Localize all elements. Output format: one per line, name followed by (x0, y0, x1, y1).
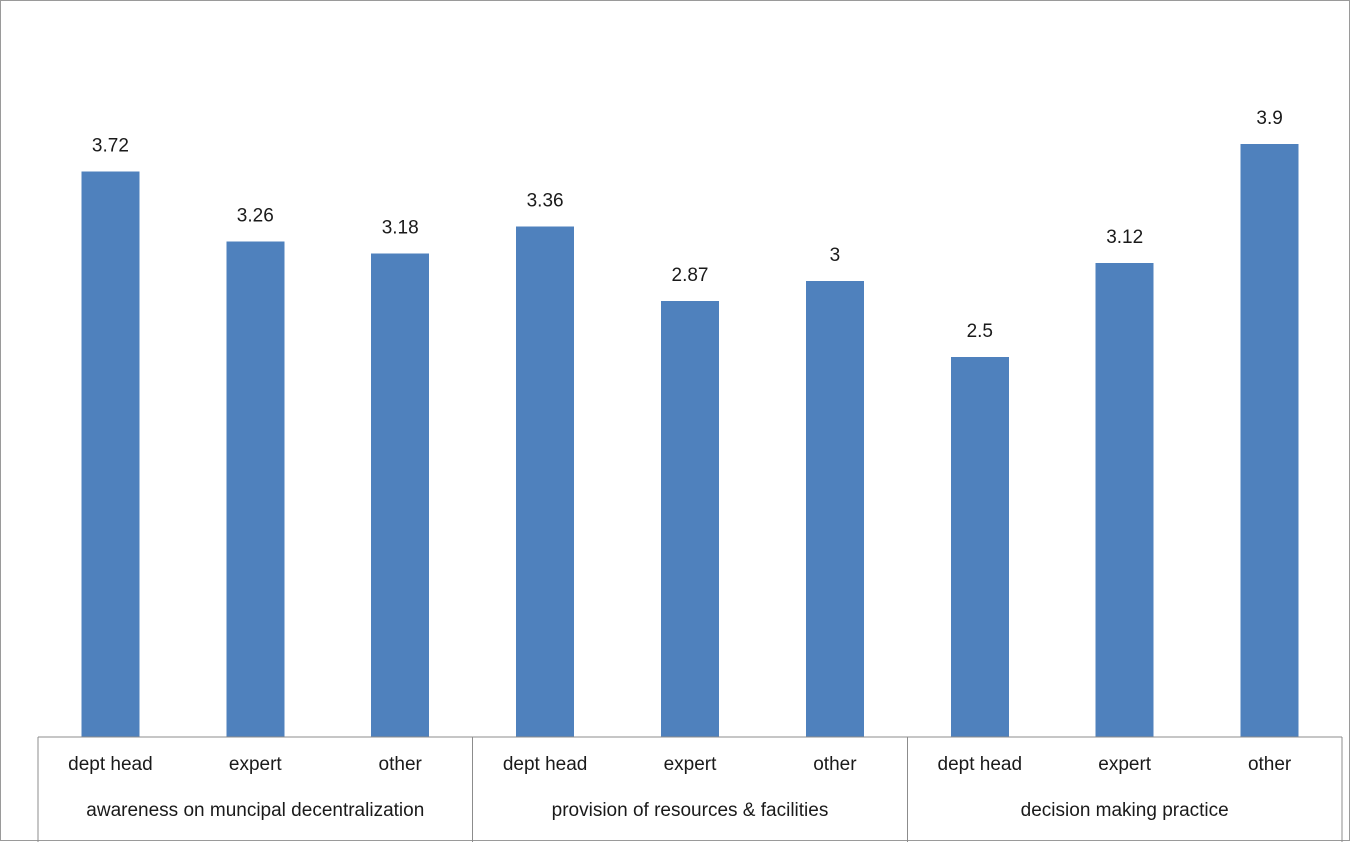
bar (661, 300, 719, 737)
group-label: provision of resources & facilities (552, 800, 829, 821)
data-label: 3.12 (1106, 227, 1143, 248)
bar (516, 226, 575, 738)
category-axis: dept head expert other awareness on muncipa… (37, 736, 1343, 842)
data-label: 3.26 (237, 206, 274, 227)
bar (805, 281, 864, 737)
data-label: 3 (830, 245, 841, 266)
data-label: 3.72 (92, 136, 129, 157)
tick-label: other (379, 754, 423, 775)
data-label: 3.36 (527, 190, 564, 211)
data-label: 3.9 (1256, 108, 1282, 129)
tick-label: dept head (938, 754, 1023, 775)
tick-label: dept head (68, 754, 153, 775)
bar (371, 253, 430, 737)
data-label: 2.5 (967, 321, 993, 342)
tick-label: expert (1098, 754, 1152, 775)
bar (1095, 262, 1154, 737)
tick-label: expert (229, 754, 283, 775)
data-label: 3.18 (382, 218, 419, 239)
bar (81, 171, 140, 738)
group-label: awareness on muncipal decentralization (86, 800, 424, 821)
bar (226, 241, 285, 737)
tick-label: dept head (503, 754, 588, 775)
tick-label: expert (664, 754, 718, 775)
bar (1240, 144, 1299, 737)
data-label: 2.87 (672, 265, 709, 286)
data-labels-layer: 3.72 3.26 3.18 3.36 2.87 3 2.5 3.12 3.9 (92, 108, 1283, 342)
group-label: decision making practice (1021, 800, 1229, 821)
bars-layer (81, 144, 1299, 738)
tick-label: other (813, 754, 857, 775)
bar (950, 357, 1009, 737)
tick-label: other (1248, 754, 1292, 775)
